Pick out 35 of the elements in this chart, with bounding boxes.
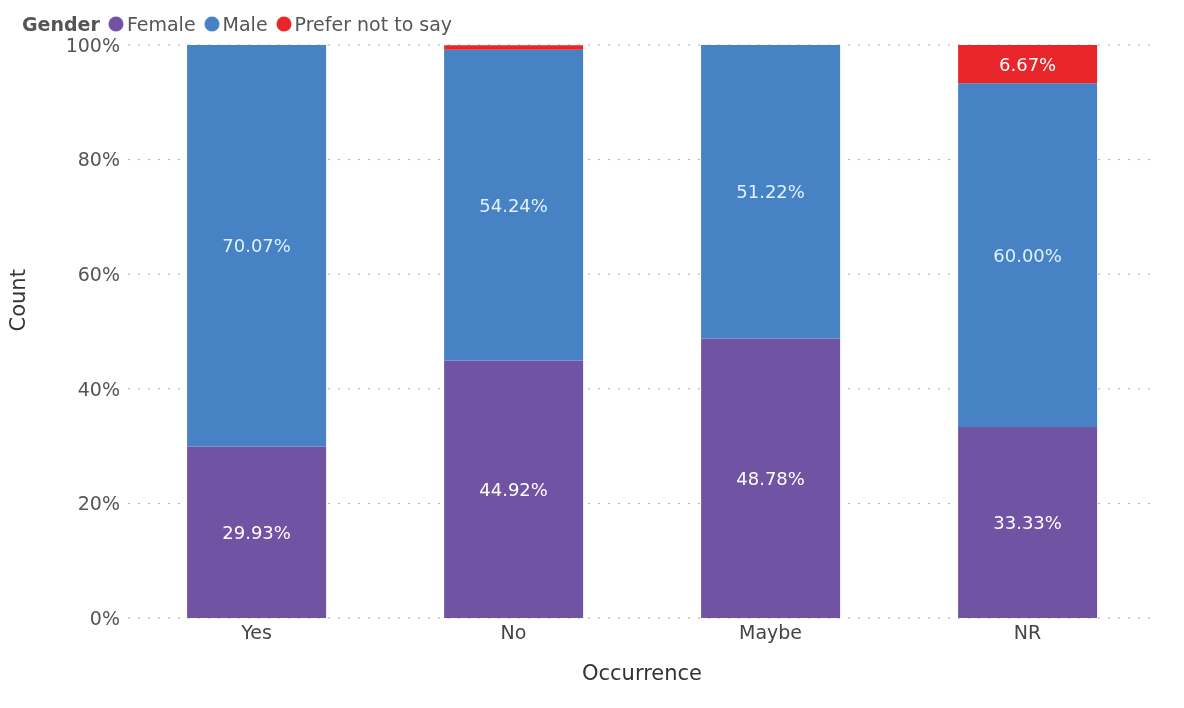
bar <box>444 49 584 361</box>
bar <box>701 338 841 618</box>
bar <box>958 427 1098 618</box>
bar <box>187 45 327 447</box>
x-tick-label: Yes <box>240 621 272 644</box>
y-tick-label: 20% <box>77 492 120 515</box>
y-tick-label: 0% <box>89 606 120 629</box>
x-tick-label: No <box>500 621 527 644</box>
bar <box>187 446 327 618</box>
data-label: 48.78% <box>736 467 805 489</box>
legend-label: Female <box>126 13 196 35</box>
data-label: 33.33% <box>993 512 1062 534</box>
data-label: 6.67% <box>999 53 1057 75</box>
bar <box>958 83 1098 428</box>
bar <box>444 360 584 618</box>
data-label: 54.24% <box>479 194 548 216</box>
y-tick-label: 100% <box>65 33 120 56</box>
y-tick-label: 60% <box>77 262 120 285</box>
data-label: 29.93% <box>222 521 291 543</box>
y-tick-label: 80% <box>77 148 120 171</box>
legend-title: Gender <box>22 13 100 35</box>
legend-label: Prefer not to say <box>294 13 453 35</box>
x-tick-label: NR <box>1013 621 1042 644</box>
legend-label: Male <box>222 13 268 35</box>
bar <box>701 45 841 339</box>
data-label: 44.92% <box>479 478 548 500</box>
data-label: 60.00% <box>993 244 1062 266</box>
bar <box>958 45 1098 84</box>
y-tick-label: 40% <box>77 377 120 400</box>
x-axis-title: Occurrence <box>581 661 703 685</box>
data-label: 70.07% <box>222 235 291 257</box>
bar <box>444 45 584 50</box>
x-tick-label: Maybe <box>738 621 803 644</box>
data-label: 51.22% <box>736 181 805 203</box>
y-axis-title: Count <box>6 269 31 332</box>
